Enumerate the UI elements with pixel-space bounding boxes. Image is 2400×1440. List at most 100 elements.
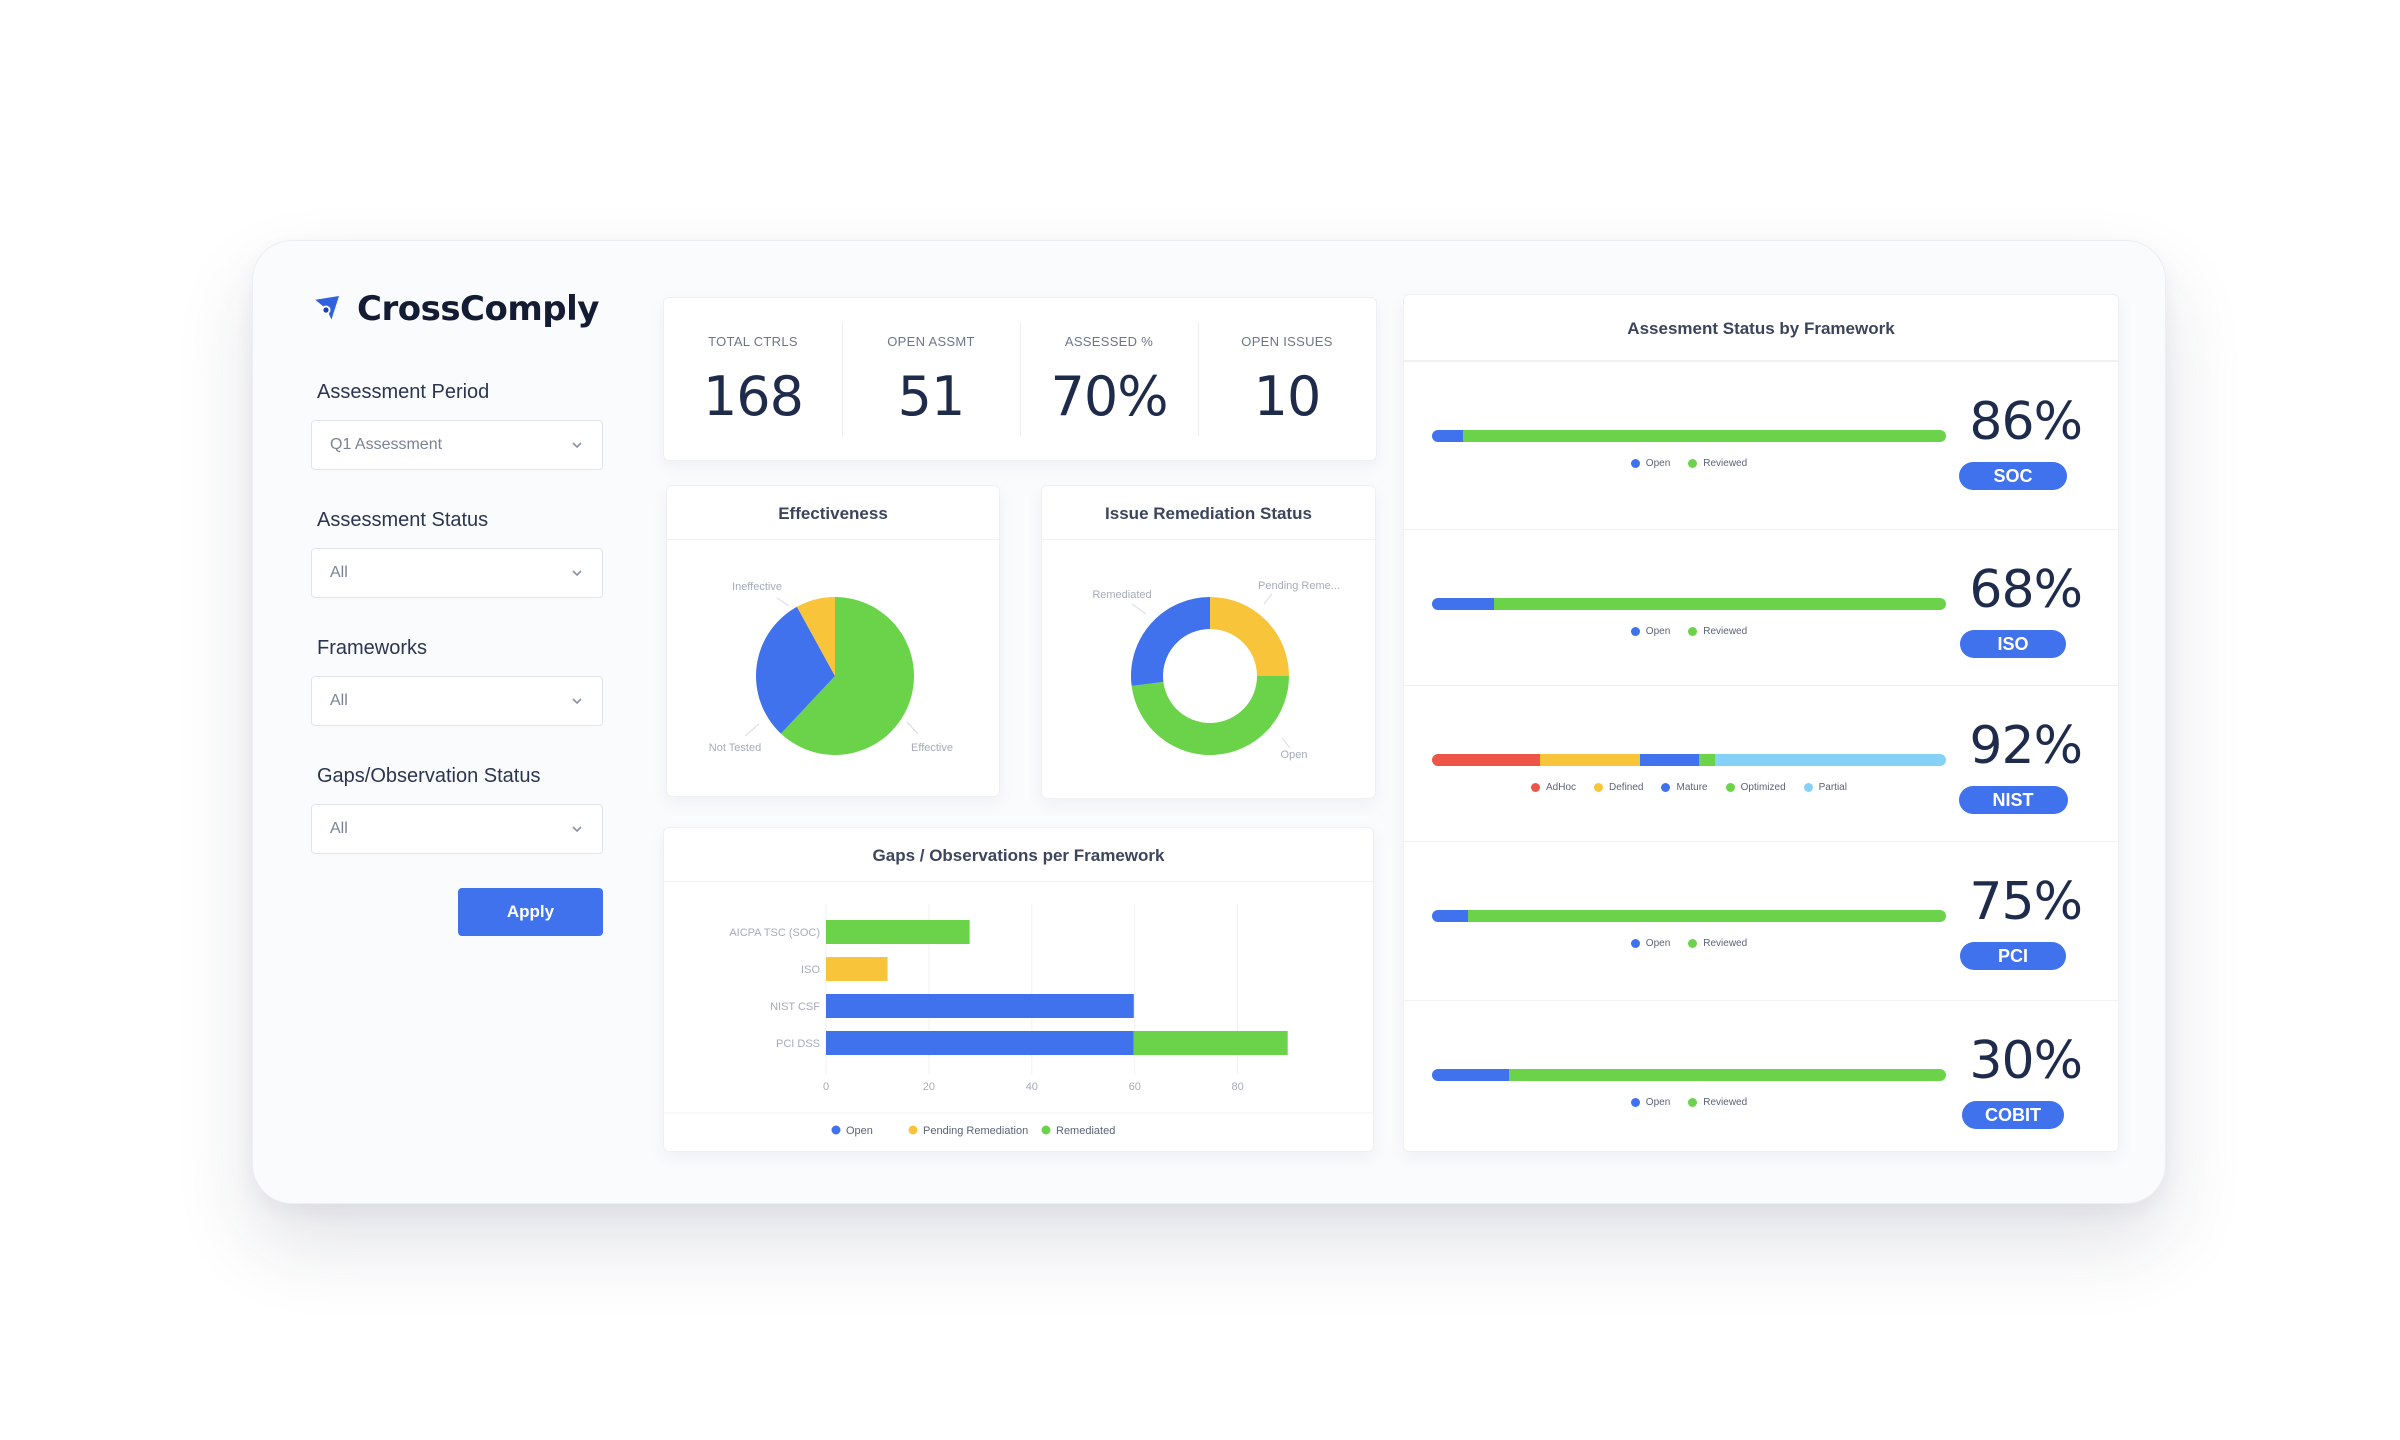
bar-aicpa-tsc-soc-remediated[interactable]	[826, 920, 970, 944]
legend-label: Mature	[1676, 782, 1708, 793]
pie-label-effective: Effective	[911, 742, 953, 754]
pie-leader-line	[744, 723, 760, 737]
legend-label: Reviewed	[1703, 1097, 1748, 1108]
chevron-down-icon	[572, 570, 582, 577]
bar-segment-reviewed[interactable]	[1467, 910, 1946, 922]
donut-segment-open[interactable]	[1131, 675, 1289, 755]
donut-label-remediated: Remediated	[1092, 589, 1151, 601]
framework-badge-soc[interactable]: SOC	[1959, 462, 2067, 490]
select-value: All	[330, 820, 348, 837]
legend-label: Open	[1645, 626, 1671, 637]
framework-percent: 75%	[1969, 872, 2083, 932]
framework-badge-nist[interactable]: NIST	[1958, 786, 2068, 814]
bar-segment-reviewed[interactable]	[1462, 430, 1946, 442]
apply-button[interactable]: Apply	[458, 888, 603, 936]
bar-segment-open[interactable]	[1432, 910, 1468, 922]
chevron-down-icon	[572, 698, 582, 705]
kpi-value: 168	[702, 365, 804, 428]
issue-remediation-card: Issue Remediation Status Pending Reme...…	[1041, 485, 1376, 799]
kpi-assessed-percent: ASSESSED % 70%	[1020, 298, 1198, 460]
filter-assessment-status: Assessment Status All	[311, 509, 603, 598]
bar-iso-pending-remediation[interactable]	[826, 957, 888, 981]
framework-legend: Open Reviewed	[1432, 458, 1946, 469]
effectiveness-card: Effectiveness Effective Not Tested Ineffec…	[666, 485, 1000, 797]
card-title: Effectiveness	[667, 486, 999, 540]
pie-slice-not-tested[interactable]	[756, 606, 835, 734]
legend-label: Partial	[1818, 782, 1847, 793]
card-title: Issue Remediation Status	[1042, 486, 1375, 540]
legend-label: Open	[1645, 458, 1671, 469]
pie-leader-line	[776, 597, 790, 607]
framework-percent: 92%	[1969, 716, 2083, 776]
gaps-observations-card: Gaps / Observations per Framework 0 20 40 6…	[663, 827, 1375, 1152]
filter-label: Assessment Status	[317, 509, 489, 531]
donut-segment-pending-reme[interactable]	[1209, 597, 1289, 677]
framework-percent: 68%	[1969, 560, 2083, 620]
filter-label: Frameworks	[317, 637, 428, 659]
framework-legend: Open Reviewed	[1432, 1097, 1946, 1108]
framework-badge-pci[interactable]: PCI	[1960, 942, 2066, 970]
x-tick-label: 60	[1129, 1081, 1141, 1093]
pie-slice-ineffective[interactable]	[796, 597, 835, 676]
legend-item: Reviewed	[1688, 1097, 1747, 1108]
kpi-open-assessments: OPEN ASSMT 51	[842, 298, 1020, 460]
donut-leader-line	[1131, 603, 1147, 615]
assessment-period-select[interactable]: Q1 Assessment	[311, 420, 603, 470]
bar-pci-dss-remediated[interactable]	[1133, 1031, 1288, 1055]
framework-badge-cobit[interactable]: COBIT	[1962, 1101, 2064, 1129]
bar-segment-adhoc[interactable]	[1432, 754, 1540, 766]
bar-segment-partial[interactable]	[1714, 754, 1946, 766]
card-title: Gaps / Observations per Framework	[664, 828, 1373, 882]
gaps-observation-status-select[interactable]: All	[311, 804, 603, 854]
legend-dot	[1630, 627, 1640, 636]
bar-nist-csf-open[interactable]	[826, 994, 1134, 1018]
y-tick-label: NIST CSF	[770, 1001, 820, 1013]
kpi-value: 51	[897, 365, 966, 428]
bar-segment-reviewed[interactable]	[1493, 598, 1946, 610]
kpi-label: TOTAL CTRLS	[708, 334, 798, 349]
x-tick-label: 80	[1232, 1081, 1244, 1093]
bar-segment-reviewed[interactable]	[1509, 1069, 1946, 1081]
legend-dot	[831, 1125, 841, 1135]
pie-leader-line	[906, 721, 919, 735]
legend-label: Open	[1645, 1097, 1671, 1108]
legend-label-open: Open	[846, 1125, 873, 1137]
legend-item: Open	[1630, 458, 1671, 469]
legend-item: Reviewed	[1688, 458, 1747, 469]
legend-label: Optimized	[1740, 782, 1786, 793]
kpi-open-issues: OPEN ISSUES 10	[1198, 298, 1376, 460]
pie-slice-effective[interactable]	[780, 597, 914, 755]
donut-segment-remediated[interactable]	[1131, 597, 1211, 686]
bar-segment-mature[interactable]	[1640, 754, 1700, 766]
y-tick-label: PCI DSS	[776, 1038, 820, 1050]
bar-segment-open[interactable]	[1432, 598, 1494, 610]
framework-percent: 30%	[1969, 1031, 2083, 1091]
assessment-status-select[interactable]: All	[311, 548, 603, 598]
legend-item: Reviewed	[1688, 938, 1747, 949]
legend-label: Reviewed	[1703, 938, 1748, 949]
framework-badge-iso[interactable]: ISO	[1960, 630, 2066, 658]
framework-row-nist: AdHoc Defined Mature Optimized Partial 92% NIS…	[1404, 685, 2118, 841]
bar-pci-dss-open[interactable]	[826, 1031, 1134, 1055]
donut-label-pending-reme: Pending Reme...	[1258, 580, 1340, 592]
legend-dot	[1630, 459, 1640, 468]
bar-segment-open[interactable]	[1432, 430, 1463, 442]
legend-dot	[1531, 783, 1540, 792]
filter-gaps-observation-status: Gaps/Observation Status All	[311, 765, 603, 854]
kpi-value: 10	[1253, 365, 1322, 428]
issue-remediation-donut-chart: Pending Reme... Open Remediated	[1092, 580, 1340, 761]
pie-label-not-tested: Not Tested	[709, 742, 761, 754]
framework-progress-bar	[1432, 598, 1946, 610]
bar-segment-optimized[interactable]	[1699, 754, 1715, 766]
bar-segment-open[interactable]	[1432, 1069, 1510, 1081]
legend-item: Open	[1630, 626, 1671, 637]
frameworks-select[interactable]: All	[311, 676, 603, 726]
legend-dot	[908, 1125, 918, 1135]
bar-segment-defined[interactable]	[1539, 754, 1641, 766]
x-tick-label: 40	[1026, 1081, 1038, 1093]
legend-item: Optimized	[1725, 782, 1786, 793]
card-title: Assesment Status by Framework	[1404, 295, 2118, 361]
brand-logo: CrossComply	[311, 289, 599, 329]
framework-progress-bar	[1432, 910, 1946, 922]
kpi-label: OPEN ISSUES	[1241, 334, 1333, 349]
